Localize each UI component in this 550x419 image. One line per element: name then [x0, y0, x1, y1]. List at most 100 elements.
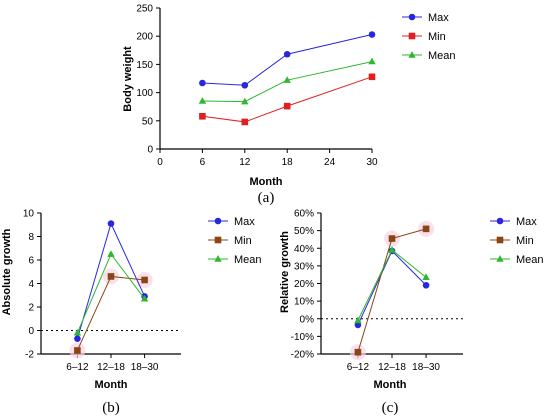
panel-b-x-tick-label: 12–18	[97, 362, 125, 373]
panel-a-legend-label: Min	[428, 31, 446, 43]
panel-c-y-axis-title: Relative growth	[279, 231, 291, 313]
panel-c-x-tick-label: 6–12	[347, 362, 370, 373]
panel-b-x-tick-label: 6–12	[66, 362, 89, 373]
panel-a-series-max-point	[241, 81, 249, 89]
panel-a-x-tick-label: 12	[239, 157, 251, 168]
panel-c-series-mean-point	[354, 316, 362, 324]
panel-c-y-tick-label: 40%	[294, 244, 314, 255]
panel-a-x-tick-label: 24	[324, 157, 336, 168]
panel-a-series-min-point	[241, 118, 249, 126]
panel-a-x-tick-label: 30	[366, 157, 378, 168]
panel-b-legend-label: Max	[234, 216, 255, 228]
panel-b-legend-marker	[214, 255, 222, 262]
panel-c-y-tick-label: 50%	[294, 226, 314, 237]
panel-a-x-axis-title: Month	[250, 176, 283, 188]
panel-c-y-tick-label: 10%	[294, 297, 314, 308]
panel-b-series-min-point	[74, 347, 81, 354]
panel-a-caption: (a)	[258, 190, 275, 206]
panel-b-y-tick-label: 6	[28, 256, 34, 267]
panel-b-y-tick-label: 8	[28, 232, 34, 243]
panel-b-y-tick-label: 4	[28, 279, 34, 290]
panel-c-y-tick-label: 0%	[300, 314, 315, 325]
panel-a-series-max-point	[283, 50, 291, 58]
panel-a-series-min-point	[283, 102, 291, 110]
panel-c-legend-label: Max	[516, 216, 537, 228]
panel-c-series-max-line	[357, 250, 427, 326]
panel-b-legend-marker	[214, 217, 222, 225]
panel-a-series-min-point	[368, 73, 376, 81]
panel-c-y-tick-label: -10%	[291, 332, 314, 343]
panel-b-y-axis-title: Absolute growth	[1, 228, 13, 315]
panel-b-series-min-line	[76, 275, 145, 351]
panel-b-x-tick-label: 18–30	[131, 362, 159, 373]
panel-a-y-tick-label: 250	[136, 4, 153, 15]
panel-a-y-tick-label: 100	[136, 88, 153, 99]
panel-a-series-mean-point	[198, 97, 207, 104]
panel-b-series-mean-line	[76, 253, 145, 334]
panel-c-series-max-point	[422, 281, 430, 289]
panel-a: Body weight Month (a) 0 50 100 150 200 250 0 6 1…	[122, 4, 456, 207]
panel-a-legend-label: Max	[428, 12, 449, 24]
panel-c-y-tick-label: 60%	[294, 209, 314, 220]
panel-a-legend-marker	[408, 32, 416, 40]
panel-a-series-max-line	[202, 34, 373, 86]
panel-a-y-tick-label: 150	[136, 60, 153, 71]
panel-c-series-mean-point	[388, 246, 396, 253]
panel-a-series-max-point	[368, 31, 376, 38]
panel-c-y-tick-label: 20%	[294, 279, 314, 290]
panel-c-caption: (c)	[382, 400, 399, 416]
panel-c-y-tick-label: 30%	[294, 261, 314, 272]
panel-a-legend-marker	[408, 51, 416, 58]
panel-b-y-tick-label: -2	[25, 350, 34, 361]
panel-a-series-mean-line	[202, 61, 373, 103]
panel-a-series-mean-point	[368, 57, 376, 65]
panel-a-series-mean-point	[241, 97, 249, 105]
panel-b-series-mean-point	[107, 250, 115, 257]
panel-a-series-min-line	[202, 76, 373, 123]
panel-a-y-tick-label: 50	[142, 116, 154, 127]
panel-c-legend-label: Min	[516, 235, 534, 247]
panel-c-series-min-point	[422, 225, 430, 233]
panel-b-legend-label: Mean	[234, 254, 262, 266]
panel-a-x-tick-label: 18	[282, 157, 294, 168]
panel-c-series-mean-line	[357, 249, 427, 321]
panel-b-y-tick-label: 2	[28, 303, 34, 314]
panel-c-legend-marker	[496, 236, 504, 244]
panel-b-y-tick-label: 10	[23, 209, 35, 220]
panel-a-series-min-point	[199, 112, 206, 120]
panel-a-y-axis-title: Body weight	[122, 46, 134, 112]
panel-b-series-mean-point	[140, 294, 149, 302]
panel-a-series-mean-point	[283, 76, 291, 83]
panel-b-series-min-point	[107, 273, 115, 280]
panel-a-legend-label: Mean	[428, 50, 456, 62]
panel-c-series-mean-point	[422, 273, 430, 281]
panel-a-y-tick-label: 0	[147, 145, 153, 156]
panel-b-x-axis-title: Month	[95, 379, 128, 391]
panel-c-legend-label: Mean	[516, 254, 544, 266]
panel-a-x-tick-label: 6	[200, 157, 206, 168]
panel-c-y-tick-label: -20%	[291, 350, 314, 361]
panel-c-x-tick-label: 12–18	[378, 362, 406, 373]
panel-c-series-min-point	[354, 348, 362, 356]
panel-b-series-mean-point	[73, 328, 82, 336]
panel-a-x-tick-label: 0	[157, 157, 163, 168]
panel-b-legend-label: Min	[234, 235, 252, 247]
panel-c-series-max-point	[354, 321, 362, 329]
panel-c-x-axis-title: Month	[374, 379, 407, 391]
panel-b: Absolute growth Month (b) -2 0 2 4 6 8 10 6–12 1…	[1, 209, 262, 417]
panel-c-legend-marker	[496, 255, 504, 262]
panel-b-series-max-point	[107, 220, 115, 227]
panel-c-series-min-point	[388, 235, 396, 242]
panel-a-y-tick-label: 200	[136, 32, 153, 43]
panel-b-series-min-point	[141, 276, 148, 284]
panel-c-legend-marker	[496, 217, 504, 225]
panel-a-legend-marker	[408, 13, 416, 21]
panel-b-series-max-point	[74, 335, 81, 343]
panel-a-series-max-point	[199, 79, 206, 87]
panel-c: Relative growth Month (c) -20% -10% 0% 10% 2…	[279, 209, 544, 417]
panel-b-y-tick-label: 0	[28, 326, 34, 337]
panel-b-caption: (b)	[102, 400, 120, 416]
panel-c-x-tick-label: 18–30	[412, 362, 440, 373]
panel-b-legend-marker	[214, 236, 222, 244]
